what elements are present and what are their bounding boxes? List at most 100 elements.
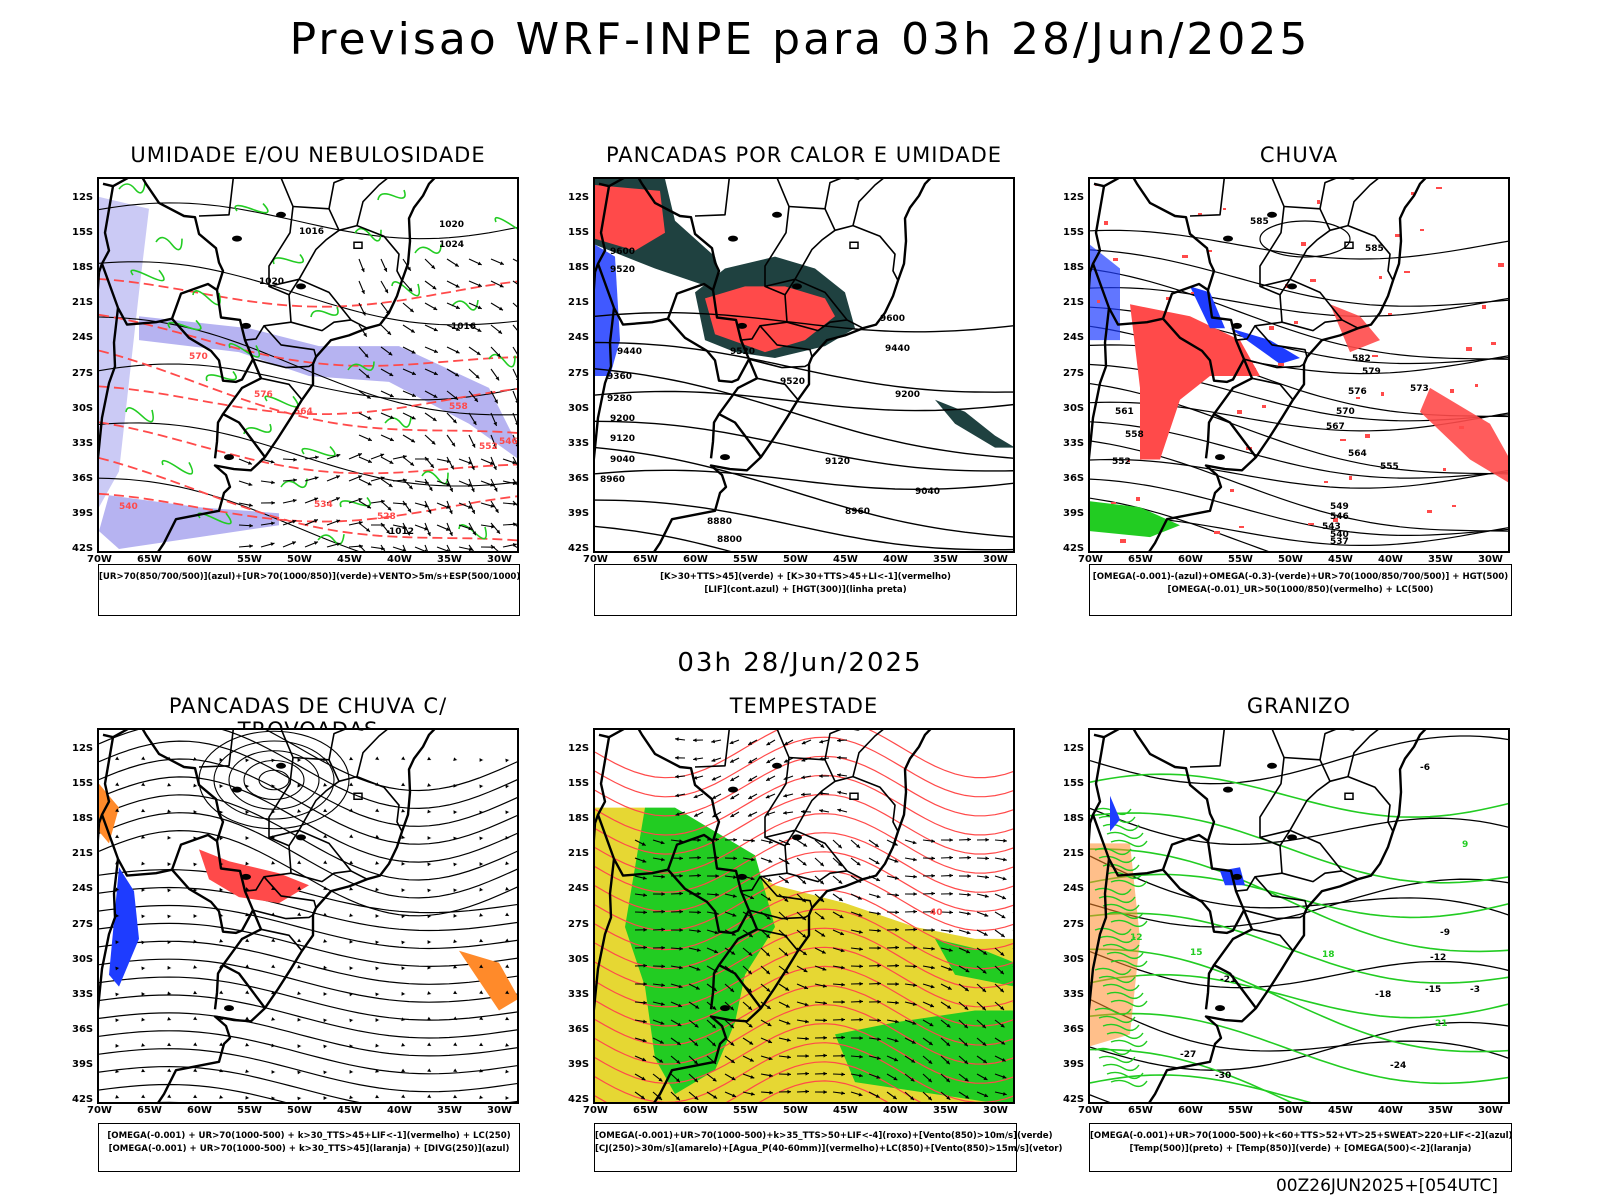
contour-label: 8960 [600,475,625,485]
contour-label: 540 [1330,530,1349,540]
contour-label: 540 [119,502,138,512]
contour-label: -3 [1470,985,1480,995]
longitude-label: 70W [583,554,608,565]
latitude-label: 30S [72,953,94,965]
legend-line: [Temp(500)](preto) + [Temp(850)](verde) … [1129,1144,1472,1154]
contour-label: -21 [1220,975,1236,985]
longitude-label: 55W [733,1105,758,1116]
longitude-label: 60W [683,1105,708,1116]
longitude-label: 50W [1278,1105,1303,1116]
latitude-label: 15S [1063,227,1085,239]
latitude-label: 39S [568,1058,590,1070]
latitude-label: 27S [568,918,590,930]
contour-label: 564 [1348,449,1367,459]
panel-legend: [OMEGA(-0.001)-(azul)+OMEGA(-0.3)-(verde… [1089,564,1512,616]
latitude-label: 27S [72,918,94,930]
contour-label: 1016 [299,227,324,237]
latitude-label: 27S [1063,918,1085,930]
longitude-label: 65W [137,1105,162,1116]
main-title: Previsao WRF-INPE para 03h 28/Jun/2025 [289,14,1311,65]
longitude-label: 30W [1478,554,1503,565]
legend-line: [OMEGA(-0.001)+UR>70(1000-500)+k>35_TTS>… [595,1131,1053,1141]
latitude-label: 30S [1063,402,1085,414]
latitude-label: 24S [568,883,590,895]
contour-label: 567 [1326,422,1345,432]
contour-label: 9520 [730,347,755,357]
longitude-label: 60W [683,554,708,565]
forecast-map-6: -9 -12 -15 -18 -21 -24 -27 -30 9 12 15 18 21 -3 -6 [1088,728,1510,1104]
contour-label: 585 [1365,244,1384,254]
latitude-label: 18S [1063,813,1085,825]
contour-label: -27 [1180,1050,1196,1060]
contour-label: 9 [1462,840,1468,850]
latitude-label: 24S [1063,332,1085,344]
longitude-label: 65W [633,554,658,565]
longitude-label: 40W [387,554,412,565]
contour-label: 543 [1322,522,1341,532]
longitude-label: 40W [1378,554,1403,565]
latitude-label: 12S [568,192,590,203]
longitude-label: 30W [983,554,1008,565]
contour-label: 552 [1112,457,1131,467]
contour-label: 579 [1362,367,1381,377]
latitude-label: 30S [1063,953,1085,965]
forecast-map-4 [97,728,519,1104]
contour-label: 561 [1115,407,1134,417]
longitude-label: 60W [1178,1105,1203,1116]
contour-label: 546 [499,437,518,447]
longitude-label: 30W [487,554,512,565]
panel-legend: [OMEGA(-0.001) + UR>70(1000-500) + k>30_… [98,1123,520,1172]
longitude-label: 45W [833,554,858,565]
panel-legend: [OMEGA(-0.001)+UR>70(1000-500)+k<60+TTS>… [1089,1123,1512,1172]
contour-label: -15 [1425,985,1441,995]
latitude-label: 18S [72,262,94,274]
longitude-label: 55W [237,1105,262,1116]
longitude-label: 50W [287,1105,312,1116]
contour-label: 1024 [439,240,464,250]
contour-label: 8960 [845,507,870,517]
contour-label: 1020 [259,277,284,287]
latitude-label: 39S [72,1058,94,1070]
panel-title: GRANIZO [1246,694,1352,718]
latitude-label: 36S [72,472,94,484]
contour-label: 582 [1352,354,1371,364]
latitude-label: 12S [72,743,94,754]
latitude-label: 33S [72,988,94,1000]
latitude-label: 42S [72,1094,94,1105]
latitude-label: 12S [1063,743,1085,754]
latitude-label: 21S [1063,848,1085,860]
latitude-label: 24S [568,332,590,344]
run-info-footer: 00Z26JUN2025+[054UTC] [1275,1176,1498,1196]
legend-line: [OMEGA(-0.001)-(azul)+OMEGA(-0.3)-(verde… [1092,572,1509,582]
longitude-label: 55W [1228,1105,1253,1116]
contour-label: 1016 [451,322,476,332]
latitude-label: 18S [72,813,94,825]
forecast-map-3: 585 585 582 579 576 573 570 567 564 561 558 555 552 5… [1088,177,1510,553]
longitude-label: 40W [1378,1105,1403,1116]
latitude-label: 18S [568,262,590,274]
contour-label: 564 [294,407,313,417]
longitude-label: 50W [287,554,312,565]
latitude-label: 21S [568,848,590,860]
longitude-label: 70W [583,1105,608,1116]
latitude-label: 36S [568,472,590,484]
latitude-label: 33S [1063,988,1085,1000]
contour-label: 576 [1348,387,1367,397]
latitude-label: 33S [568,437,590,449]
latitude-label: 15S [1063,778,1085,790]
latitude-label: 42S [1063,543,1085,554]
latitude-label: 36S [1063,1023,1085,1035]
latitude-label: 42S [72,543,94,554]
contour-label: 9200 [895,390,920,400]
contour-label: -30 [1215,1071,1231,1081]
contour-label: 573 [1410,384,1429,394]
contour-label: -12 [1430,953,1446,963]
panel-legend: [OMEGA(-0.001)+UR>70(1000-500)+k>35_TTS>… [594,1123,1062,1172]
longitude-label: 60W [1178,554,1203,565]
longitude-label: 35W [437,1105,462,1116]
latitude-label: 39S [1063,1058,1085,1070]
longitude-label: 35W [933,1105,958,1116]
contour-label: 549 [1330,502,1349,512]
longitude-label: 50W [783,1105,808,1116]
contour-label: 9360 [607,372,632,382]
